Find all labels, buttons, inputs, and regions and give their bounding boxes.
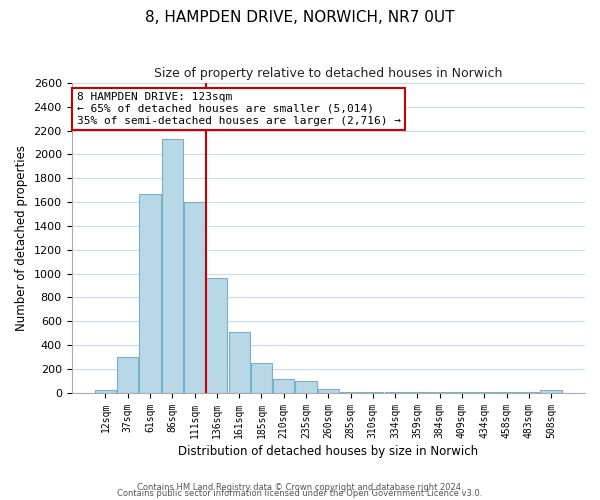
Title: Size of property relative to detached houses in Norwich: Size of property relative to detached ho… xyxy=(154,68,502,80)
Text: 8, HAMPDEN DRIVE, NORWICH, NR7 0UT: 8, HAMPDEN DRIVE, NORWICH, NR7 0UT xyxy=(145,10,455,25)
Bar xyxy=(251,363,272,392)
Bar xyxy=(229,332,250,392)
Text: Contains public sector information licensed under the Open Government Licence v3: Contains public sector information licen… xyxy=(118,490,482,498)
Bar xyxy=(95,390,116,392)
Y-axis label: Number of detached properties: Number of detached properties xyxy=(15,145,28,331)
Text: 8 HAMPDEN DRIVE: 123sqm
← 65% of detached houses are smaller (5,014)
35% of semi: 8 HAMPDEN DRIVE: 123sqm ← 65% of detache… xyxy=(77,92,401,126)
Bar xyxy=(184,202,205,392)
Bar xyxy=(317,389,339,392)
Bar xyxy=(139,194,161,392)
Bar xyxy=(162,139,183,392)
Bar xyxy=(295,382,317,392)
Bar xyxy=(206,278,227,392)
Text: Contains HM Land Registry data © Crown copyright and database right 2024.: Contains HM Land Registry data © Crown c… xyxy=(137,484,463,492)
Bar xyxy=(117,358,139,392)
Bar xyxy=(541,390,562,392)
X-axis label: Distribution of detached houses by size in Norwich: Distribution of detached houses by size … xyxy=(178,444,478,458)
Bar xyxy=(273,379,294,392)
